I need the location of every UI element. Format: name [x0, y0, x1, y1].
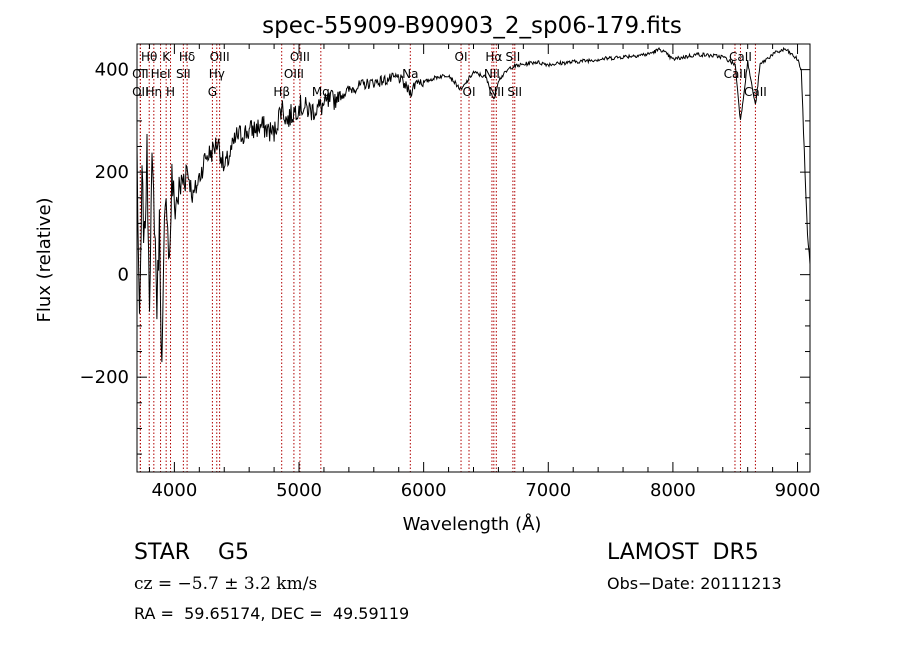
line-label-3: Hη — [146, 85, 163, 99]
line-label-24: CaII — [729, 50, 752, 64]
line-label-19: Hα — [485, 50, 502, 64]
x-axis-label: Wavelength (Å) — [403, 513, 542, 535]
spectrum-line — [136, 46, 811, 363]
line-label-8: SII — [176, 67, 191, 81]
line-label-9: OIII — [210, 50, 230, 64]
spectrum-series — [136, 46, 811, 363]
line-label-13: OIII — [290, 50, 310, 64]
x-tick-label-1: 5000 — [276, 480, 322, 501]
y-tick-label-0: −200 — [80, 367, 129, 388]
line-label-23: SII — [507, 85, 522, 99]
observation-date: Obs−Date: 20111213 — [607, 574, 782, 593]
x-tick-label-5: 9000 — [775, 480, 821, 501]
x-tick-label-2: 6000 — [401, 480, 447, 501]
object-class: STAR G5 — [134, 540, 250, 565]
line-label-14: OIII — [284, 67, 304, 81]
y-axis-label: Flux (relative) — [34, 197, 55, 322]
line-label-12: Hβ — [273, 85, 290, 99]
survey-name: LAMOST DR5 — [607, 540, 759, 565]
line-label-22: SII — [506, 50, 521, 64]
line-label-0: Hθ — [141, 50, 157, 64]
line-label-1: OII — [132, 67, 149, 81]
line-label-17: OI — [455, 50, 468, 64]
line-label-18: OI — [463, 85, 476, 99]
line-label-26: CaII — [744, 85, 767, 99]
x-tick-label-4: 8000 — [650, 480, 696, 501]
line-label-7: Hδ — [179, 50, 195, 64]
x-tick-label-0: 4000 — [151, 480, 197, 501]
line-label-10: Hγ — [209, 67, 225, 81]
x-tick-label-3: 7000 — [525, 480, 571, 501]
redshift-velocity: cz = −5.7 ± 3.2 km/s — [134, 574, 318, 594]
chart-title: spec-55909-B90903_2_sp06-179.fits — [262, 13, 682, 39]
plot-frame — [136, 43, 811, 473]
axis-ticks: 4000 5000 6000 7000 8000 9000 −200 0 200 400 — [80, 43, 821, 501]
line-label-2: OII — [132, 85, 149, 99]
line-label-4: HeI — [151, 67, 171, 81]
line-label-20: NII — [484, 67, 500, 81]
line-label-16: Na — [402, 67, 418, 81]
plot-axes — [136, 43, 811, 473]
y-tick-label-1: 0 — [118, 265, 129, 286]
line-label-6: H — [166, 85, 175, 99]
line-label-5: K — [162, 50, 171, 64]
y-tick-label-2: 200 — [95, 162, 129, 183]
y-tick-label-3: 400 — [95, 60, 129, 81]
line-label-11: G — [208, 85, 217, 99]
line-label-25: CaII — [724, 67, 747, 81]
sky-coordinates: RA = 59.65174, DEC = 49.59119 — [134, 604, 410, 623]
